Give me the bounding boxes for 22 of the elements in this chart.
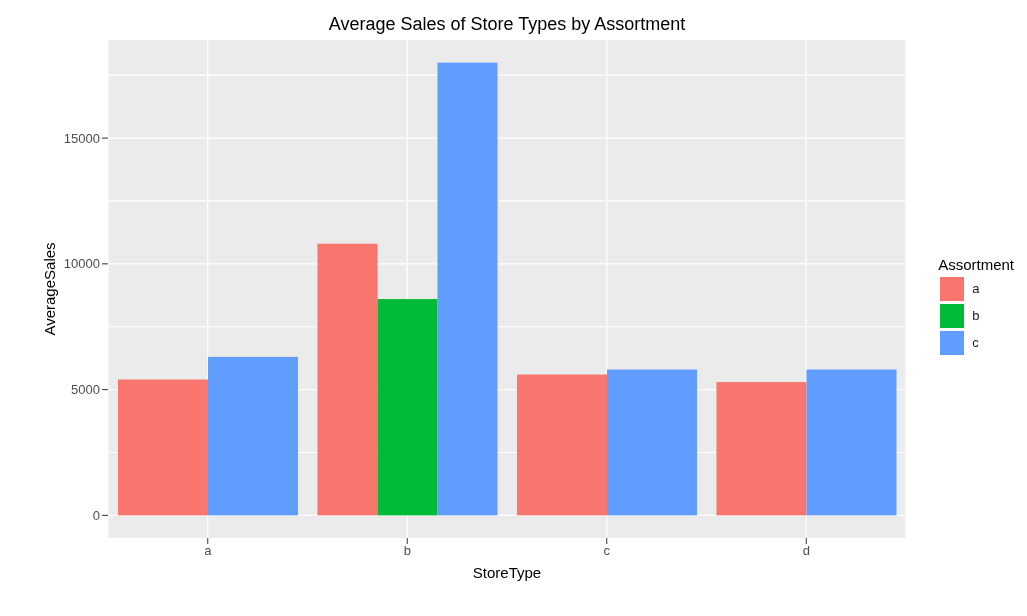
chart-title: Average Sales of Store Types by Assortment [327, 14, 687, 35]
x-tick-label: c [603, 543, 611, 559]
bar [716, 382, 807, 516]
legend-title: Assortment [938, 256, 1014, 273]
bar [806, 369, 897, 516]
x-tick-label: b [403, 543, 411, 559]
bar [516, 374, 607, 516]
x-tick-label: a [204, 543, 213, 559]
y-tick-label: 10000 [63, 256, 100, 272]
bar [207, 356, 298, 516]
legend-label: a [972, 281, 980, 296]
legend-label: c [972, 335, 979, 350]
y-axis-title: AverageSales [41, 242, 59, 336]
y-tick-label: 5000 [71, 382, 100, 398]
x-axis-title: StoreType [472, 564, 542, 581]
y-tick-label: 15000 [63, 130, 100, 146]
bar [377, 299, 438, 516]
x-tick-label: d [802, 543, 810, 559]
y-tick-label: 0 [92, 507, 100, 523]
bar [117, 379, 208, 516]
legend-label: b [972, 308, 980, 323]
bar [606, 369, 697, 516]
